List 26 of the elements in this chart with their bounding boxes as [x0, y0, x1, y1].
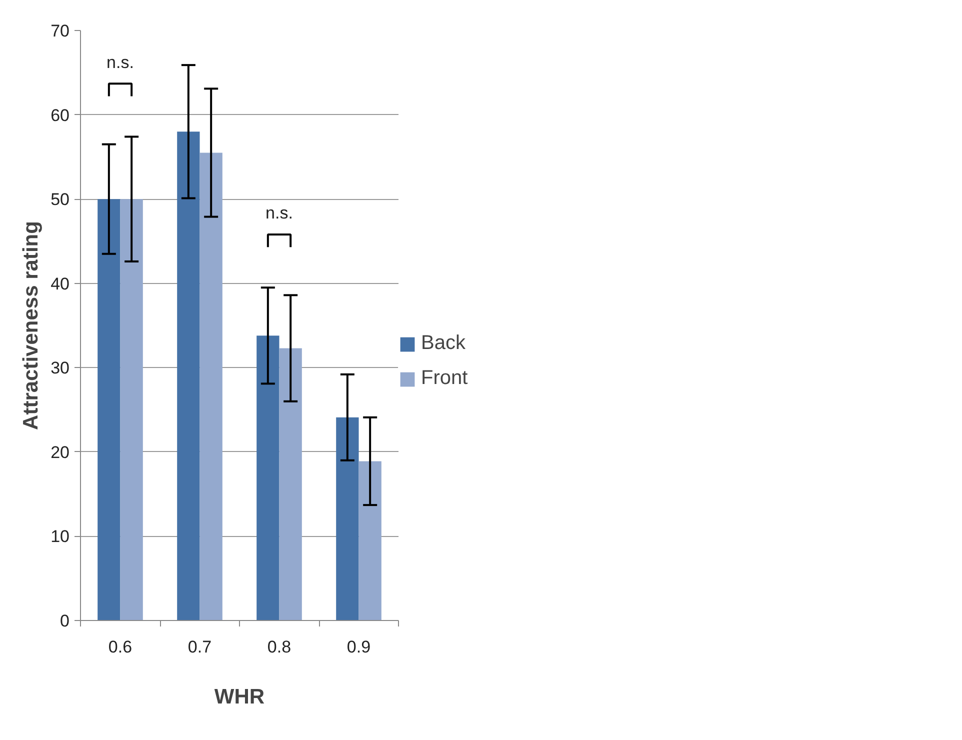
- x-axis-title: WHR: [214, 686, 265, 708]
- annotation: n.s.: [106, 52, 134, 72]
- x-tick-label: 0.6: [108, 638, 132, 656]
- y-tick-label: 70: [50, 22, 70, 40]
- x-tick-label: 0.8: [267, 638, 292, 656]
- x-tick-label: 0.7: [188, 638, 212, 656]
- y-tick-label: 0: [60, 612, 70, 630]
- bar: [358, 461, 382, 620]
- y-tick-label: 50: [50, 190, 70, 210]
- y-tick-label: 10: [50, 527, 70, 546]
- y-tick-label: 30: [50, 358, 70, 378]
- y-tick-label: 20: [50, 442, 70, 462]
- legend-label: Back: [421, 332, 466, 355]
- bar: [200, 152, 222, 620]
- bar: [98, 199, 120, 620]
- legend-label: Front: [421, 367, 468, 390]
- y-tick-label: 40: [50, 274, 70, 294]
- bar: [177, 132, 200, 620]
- bar: [336, 417, 359, 620]
- y-axis-title: Attractiveness rating: [20, 221, 43, 430]
- y-tick-label: 60: [50, 106, 70, 125]
- bar: [256, 336, 280, 620]
- bar: [279, 348, 302, 620]
- bar: [120, 199, 143, 620]
- x-tick-label: 0.9: [346, 638, 371, 656]
- annotation: n.s.: [266, 204, 293, 223]
